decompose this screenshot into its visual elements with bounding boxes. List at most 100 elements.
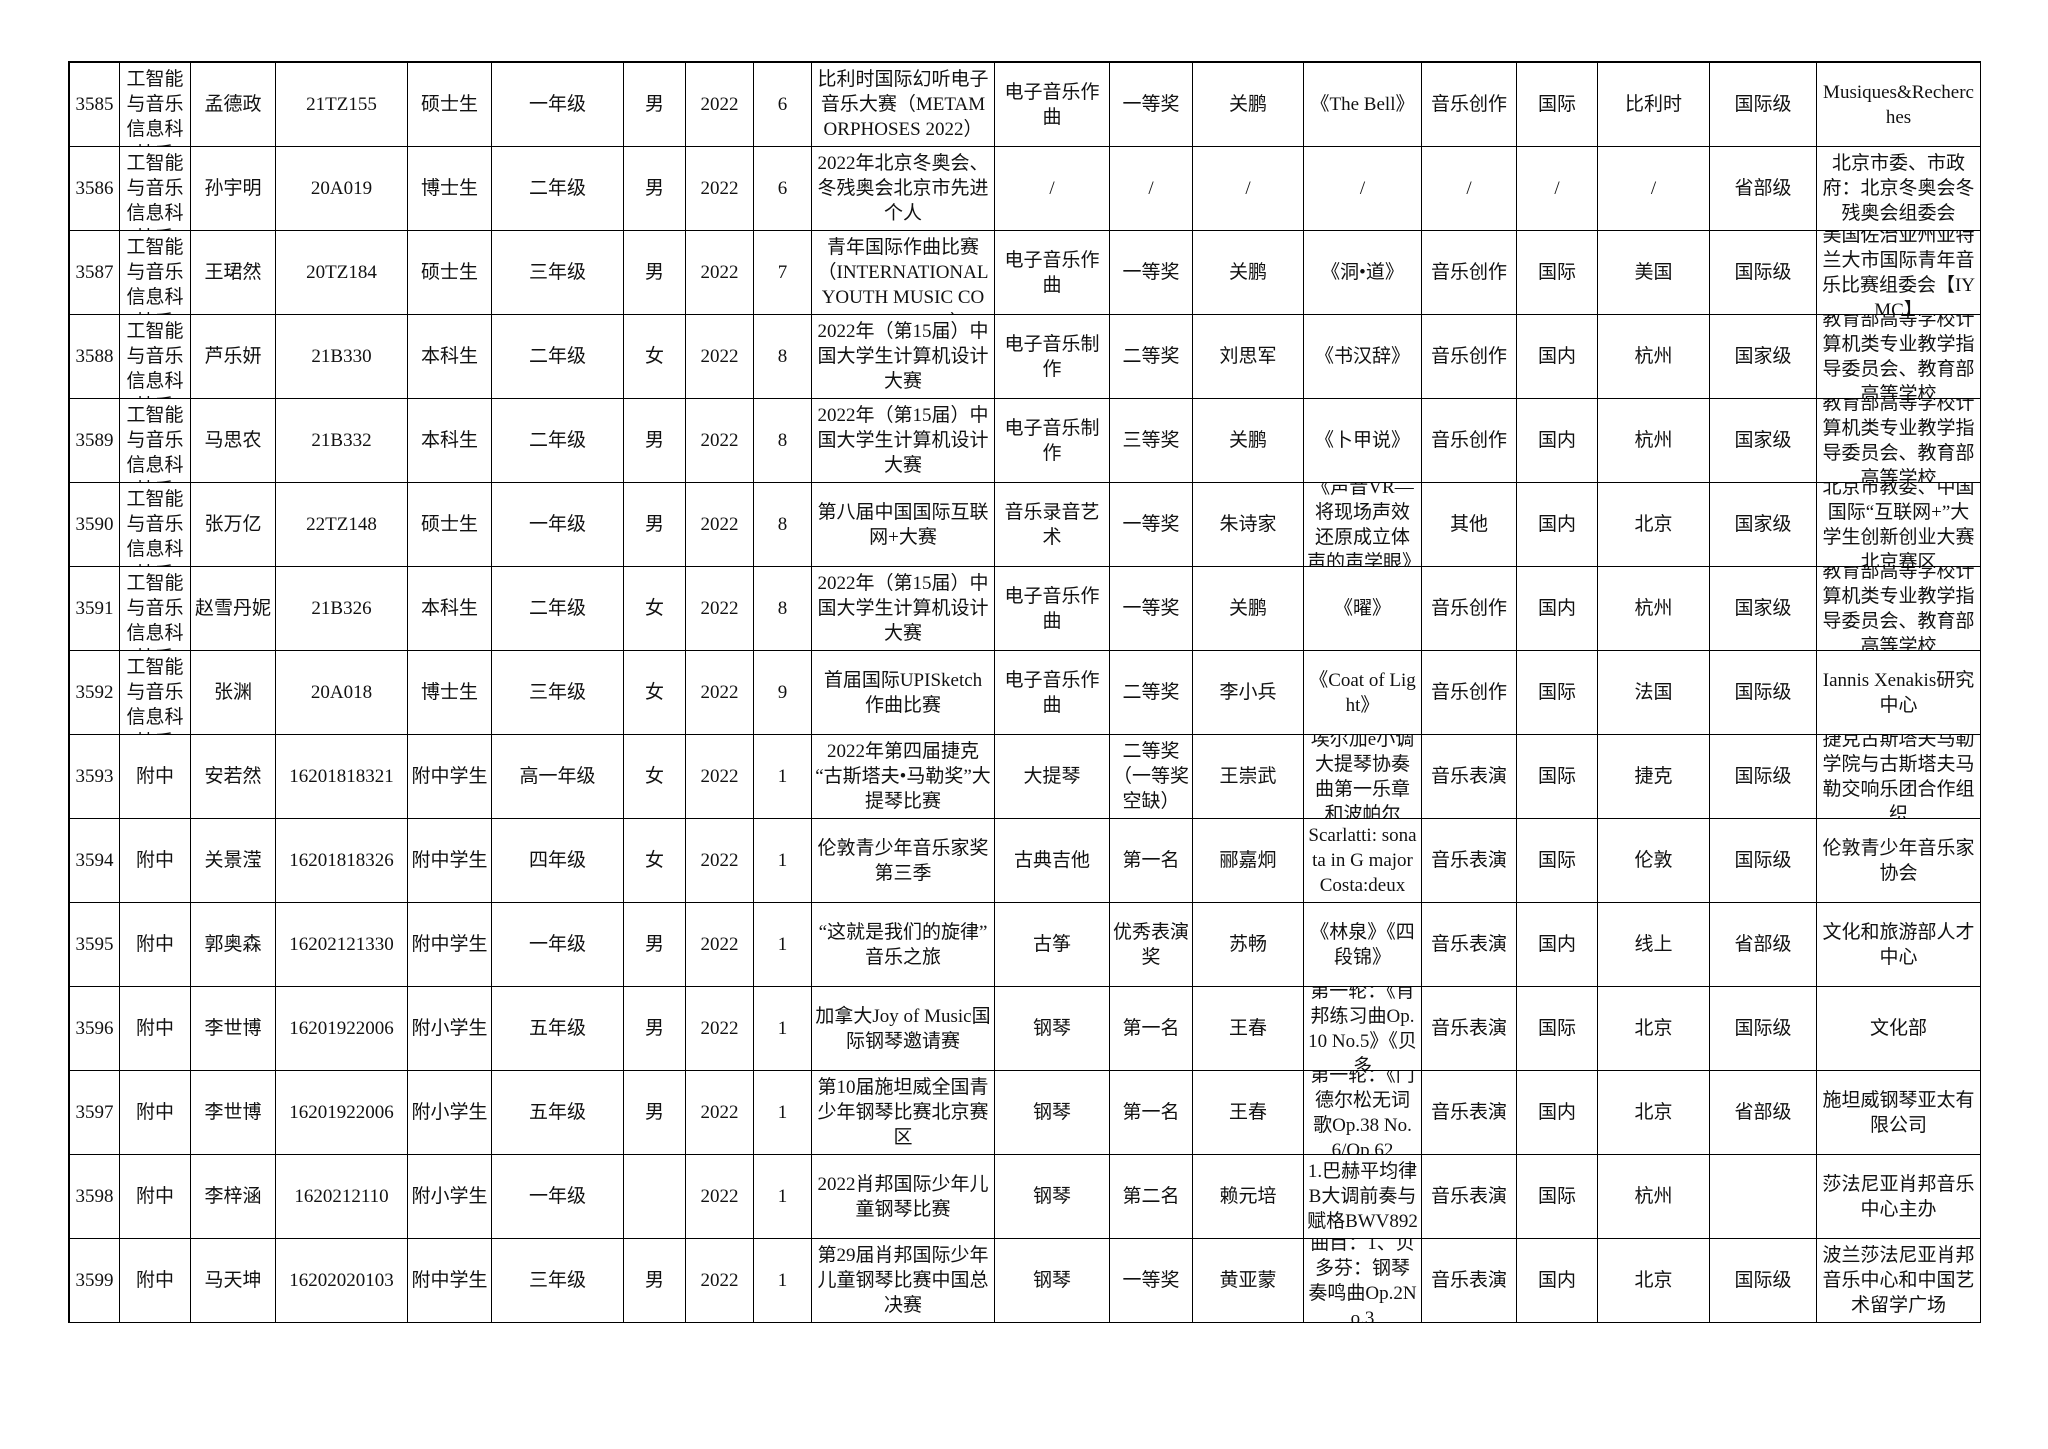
cell-text: 3587 — [75, 262, 114, 283]
table-cell: 芦乐妍 — [191, 315, 276, 399]
table-cell: 国际 — [1517, 735, 1598, 819]
cell-text: 音乐创作 — [1430, 598, 1507, 619]
cell-text: 关鹏 — [1228, 94, 1267, 115]
cell-text: 国内 — [1537, 346, 1576, 367]
table-cell: 二等奖 — [1110, 651, 1193, 735]
cell-text: 国内 — [1537, 598, 1576, 619]
cell-text: 附中 — [135, 766, 174, 787]
cell-text: 古典吉他 — [1013, 850, 1090, 871]
table-cell: 国际级 — [1710, 987, 1817, 1071]
table-cell: 朱诗家 — [1193, 483, 1304, 567]
cell-text: 音乐表演 — [1430, 934, 1507, 955]
cell-text: 曲目：1、贝多芬：钢琴奏鸣曲Op.2No.3 — [1308, 1239, 1417, 1323]
cell-text: 二年级 — [528, 598, 586, 619]
table-cell: 第一名 — [1110, 987, 1193, 1071]
table-cell: 马思农 — [191, 399, 276, 483]
table-cell: 男 — [624, 399, 686, 483]
cell-text: 优秀表演奖 — [1113, 921, 1190, 968]
cell-text: 附中学生 — [411, 934, 488, 955]
cell-text: 国内 — [1537, 1102, 1576, 1123]
cell-text: 2022 — [700, 682, 739, 703]
table-cell: 音乐人工智能与音乐信息科技系 — [120, 315, 191, 399]
cell-text: 硕士生 — [420, 514, 478, 535]
table-cell: / — [1304, 147, 1422, 231]
cell-text: 国内 — [1537, 430, 1576, 451]
cell-text: 3585 — [75, 94, 114, 115]
table-cell: 男 — [624, 483, 686, 567]
cell-text: 《书汉辞》 — [1314, 346, 1410, 367]
cell-text: 1 — [777, 934, 788, 955]
table-cell: 一等奖 — [1110, 63, 1193, 147]
table-cell: 16201818321 — [276, 735, 408, 819]
table-cell: 2022 — [686, 147, 754, 231]
table-cell: 国际级 — [1710, 63, 1817, 147]
table-cell: 6 — [754, 147, 812, 231]
cell-text: 教育部高等学校计算机类专业教学指导委员会、教育部高等学校 — [1822, 567, 1975, 651]
table-cell: 男 — [624, 231, 686, 315]
table-cell: 大提琴 — [995, 735, 1110, 819]
table-cell: 首届国际UPISketch作曲比赛 — [812, 651, 995, 735]
table-cell: 法国 — [1598, 651, 1710, 735]
table-cell: 附小学生 — [408, 987, 492, 1071]
table-cell: 国内 — [1517, 903, 1598, 987]
table-cell: 文化部 — [1817, 987, 1981, 1071]
table-cell: / — [1517, 147, 1598, 231]
cell-text: 2022 — [700, 598, 739, 619]
cell-text: 北京市教委、中国国际“互联网+”大学生创新创业大赛北京赛区 — [1822, 483, 1975, 567]
table-cell: 一年级 — [492, 1155, 624, 1239]
table-cell: 钢琴 — [995, 1239, 1110, 1323]
cell-text: 电子音乐作曲 — [1004, 81, 1100, 128]
table-cell: 电子音乐作曲 — [995, 567, 1110, 651]
table-cell: 3595 — [70, 903, 120, 987]
table-cell: 张万亿 — [191, 483, 276, 567]
cell-text: 博士生 — [420, 682, 478, 703]
table-cell: 8 — [754, 483, 812, 567]
cell-text: 1 — [777, 1186, 788, 1207]
table-cell: 3598 — [70, 1155, 120, 1239]
cell-text: / — [1245, 178, 1251, 199]
table-cell: 男 — [624, 903, 686, 987]
cell-text: 钢琴 — [1032, 1186, 1071, 1207]
table-cell: 2022年第四届捷克“古斯塔夫•马勒奖”大提琴比赛 — [812, 735, 995, 819]
cell-text: 王春 — [1228, 1102, 1267, 1123]
cell-text: 莎法尼亚肖邦音乐中心主办 — [1822, 1173, 1975, 1220]
table-cell: 硕士生 — [408, 483, 492, 567]
cell-text: 2022 — [700, 262, 739, 283]
table-cell: 音乐创作 — [1422, 315, 1517, 399]
table-cell: 孟德政 — [191, 63, 276, 147]
cell-text: 马天坤 — [204, 1270, 262, 1291]
cell-text: 女 — [644, 766, 664, 787]
table-cell: 优秀表演奖 — [1110, 903, 1193, 987]
table-cell: 2022 — [686, 231, 754, 315]
cell-text: 《卜甲说》 — [1314, 430, 1410, 451]
table-cell: 《The Bell》 — [1304, 63, 1422, 147]
cell-text: 附中 — [135, 1270, 174, 1291]
table-cell: / — [1598, 147, 1710, 231]
cell-text: 三等奖 — [1122, 430, 1180, 451]
table-cell: 3586 — [70, 147, 120, 231]
table-cell: 教育部高等学校计算机类专业教学指导委员会、教育部高等学校 — [1817, 399, 1981, 483]
cell-text: 第一轮：《肖邦练习曲Op.10 No.5》《贝多 — [1308, 987, 1417, 1071]
table-cell: 16202121330 — [276, 903, 408, 987]
cell-text: 3592 — [75, 682, 114, 703]
cell-text: 1 — [777, 1270, 788, 1291]
cell-text: 伦敦 — [1634, 850, 1673, 871]
table-cell: 1 — [754, 735, 812, 819]
cell-text: 《洞•道》 — [1321, 262, 1404, 283]
table-cell: 《Coat of Light》 — [1304, 651, 1422, 735]
cell-text: 《曜》 — [1333, 598, 1391, 619]
cell-text: 21B326 — [311, 598, 372, 619]
table-cell: 美国佐治亚州亚特兰大市国际青年音乐比赛组委会【IYMC】 — [1817, 231, 1981, 315]
cell-text: 音乐人工智能与音乐信息科技系 — [126, 399, 184, 482]
cell-text: 附中 — [135, 934, 174, 955]
table-cell: 关鹏 — [1193, 399, 1304, 483]
table-cell: 1 — [754, 1071, 812, 1155]
table-cell: 一年级 — [492, 63, 624, 147]
cell-text: 《声音VR—将现场声效还原成立体声的声学眼》 — [1307, 483, 1422, 567]
cell-text: 附中学生 — [411, 1270, 488, 1291]
table-cell: 国内 — [1517, 567, 1598, 651]
cell-text: 3593 — [75, 766, 114, 787]
table-cell: 3594 — [70, 819, 120, 903]
table-cell: 北京 — [1598, 1239, 1710, 1323]
cell-text: 3591 — [75, 598, 114, 619]
